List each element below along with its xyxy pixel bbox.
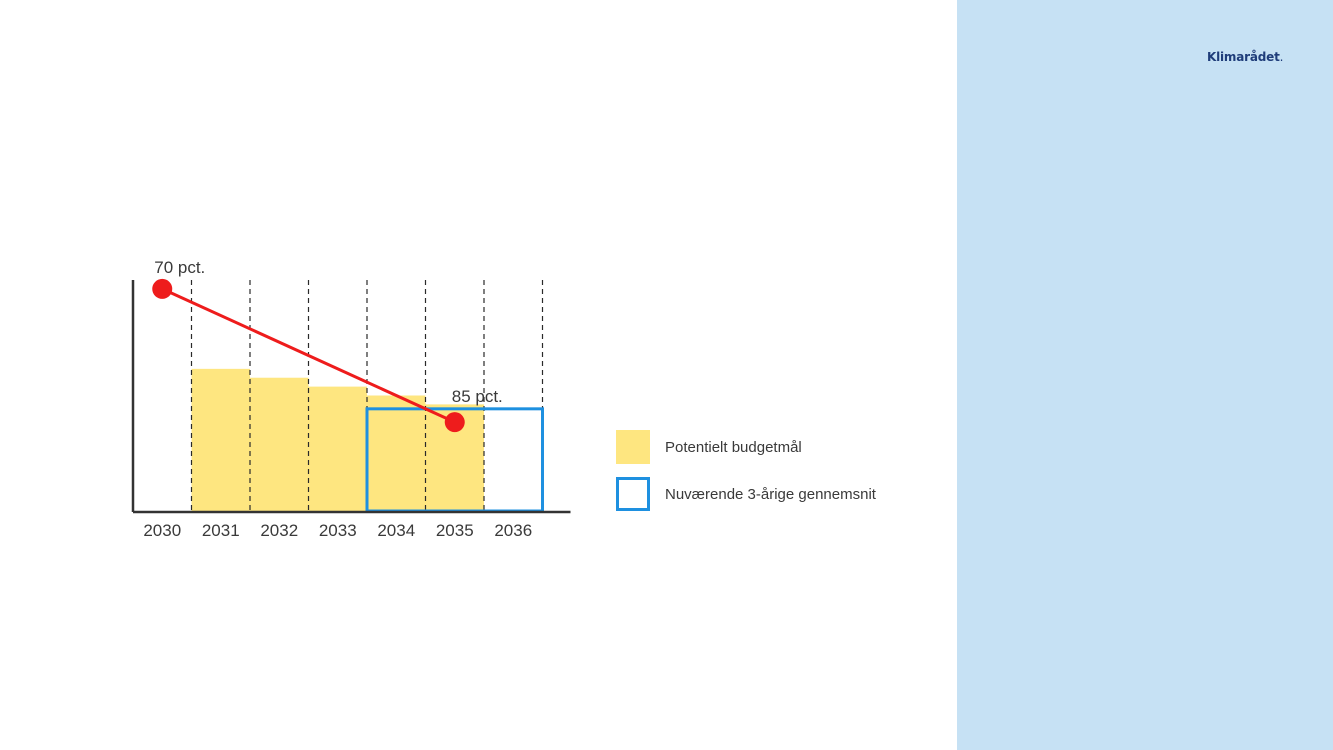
legend-item-budget: Potentielt budgetmål xyxy=(616,429,802,465)
legend-swatch-average xyxy=(616,477,650,511)
x-tick-2030: 2030 xyxy=(143,521,181,540)
legend-item-average: Nuværende 3-årige gennemsnit xyxy=(616,476,876,512)
trend-line xyxy=(161,287,456,424)
x-tick-2032: 2032 xyxy=(260,521,298,540)
trend-point-2030 xyxy=(152,278,173,299)
x-tick-2035: 2035 xyxy=(436,521,474,540)
x-tick-2031: 2031 xyxy=(202,521,240,540)
annotation-start: 70 pct. xyxy=(154,258,205,277)
x-tick-2034: 2034 xyxy=(377,521,415,540)
x-tick-2036: 2036 xyxy=(494,521,532,540)
x-tick-2033: 2033 xyxy=(319,521,357,540)
legend-label-budget: Potentielt budgetmål xyxy=(665,438,802,456)
bar-2034 xyxy=(367,395,426,511)
brand-dot: . xyxy=(1279,50,1284,64)
brand-logo: Klimarådet. xyxy=(1207,50,1283,64)
bar-2032 xyxy=(250,377,309,511)
legend-swatch-budget xyxy=(616,430,650,464)
annotation-end: 85 pct. xyxy=(452,387,503,406)
bar-2031 xyxy=(191,368,250,511)
budget-chart: 2030 2031 2032 2033 2034 2035 2036 70 pct. 85 pc… xyxy=(131,258,571,540)
side-panel xyxy=(957,0,1333,750)
brand-name: Klimarådet xyxy=(1207,50,1280,64)
legend-label-average: Nuværende 3-årige gennemsnit xyxy=(665,485,876,503)
bar-2033 xyxy=(308,386,367,511)
trend-point-2035 xyxy=(444,412,465,433)
